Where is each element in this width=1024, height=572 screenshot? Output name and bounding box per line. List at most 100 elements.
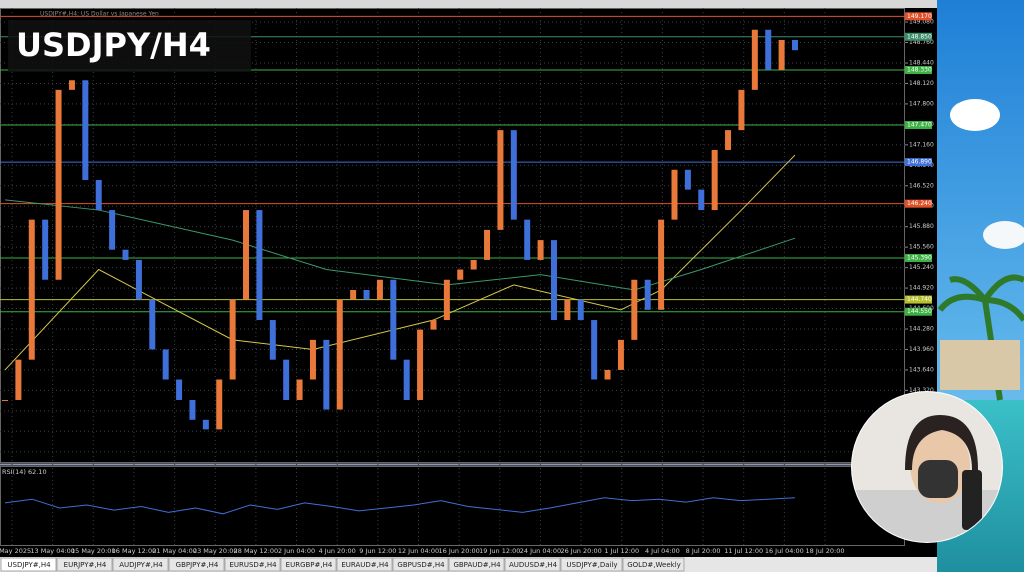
candle — [296, 379, 303, 400]
overlay-title: USDJPY/H4 — [16, 26, 211, 64]
tab[interactable] — [56, 557, 113, 572]
tab-label[interactable]: EURUSD#,H4 — [229, 561, 277, 569]
tab[interactable] — [0, 557, 57, 572]
candle — [711, 149, 718, 211]
tab-label[interactable]: GBPJPY#,H4 — [176, 561, 219, 569]
tab[interactable] — [280, 557, 337, 572]
tab[interactable] — [112, 557, 169, 572]
webcam-mask — [918, 460, 958, 498]
x-tick-label: 28 May 12:00 — [234, 547, 279, 555]
level-label: 146.240 — [907, 200, 932, 207]
x-tick-label: 21 May 04:00 — [152, 547, 197, 555]
x-tick-label: 12 Jun 04:00 — [398, 547, 439, 555]
candle — [537, 240, 544, 260]
tab[interactable] — [168, 557, 225, 572]
tab[interactable] — [622, 557, 685, 572]
candle — [644, 279, 651, 310]
candle — [550, 240, 557, 321]
tab-label[interactable]: EURAUD#,H4 — [341, 561, 389, 569]
toolbar[interactable] — [0, 0, 937, 8]
level-tag — [905, 295, 932, 304]
level-tag — [905, 12, 932, 21]
candle — [189, 399, 196, 420]
tab[interactable] — [560, 557, 623, 572]
y-tick-label: 147.160 — [909, 141, 934, 148]
tab-label[interactable]: EURGBP#,H4 — [286, 561, 333, 569]
tab[interactable] — [448, 557, 505, 572]
candle — [417, 329, 424, 400]
y-tick-label: 144.920 — [909, 285, 934, 292]
tab-label[interactable]: USDJPY#,Daily — [566, 561, 617, 569]
indicator-label: RSI(14) 62.10 — [2, 468, 47, 476]
candle — [309, 339, 316, 380]
candle — [617, 339, 624, 370]
tab-label[interactable]: EURJPY#,H4 — [64, 561, 107, 569]
x-tick-label: 11 Jul 12:00 — [724, 547, 763, 555]
level-label: 146.890 — [907, 159, 932, 166]
level-label: 147.470 — [907, 122, 932, 129]
x-tick-label: 18 Jul 20:00 — [806, 547, 845, 555]
y-tick-label: 147.800 — [909, 100, 934, 107]
candle — [216, 379, 223, 430]
candle — [778, 39, 785, 71]
level-label: 149.170 — [907, 13, 932, 20]
candle — [604, 369, 611, 380]
tab-label[interactable]: USDJPY#,H4 — [7, 561, 51, 569]
x-tick-label: 4 Jul 04:00 — [645, 547, 680, 555]
candle — [176, 379, 183, 400]
level-tag — [905, 121, 932, 130]
candle — [55, 89, 62, 280]
candle — [376, 279, 383, 300]
candle — [283, 359, 290, 400]
candle — [135, 259, 142, 300]
x-tick-label: 13 May 04:00 — [30, 547, 75, 555]
y-tick-label: 145.560 — [909, 244, 934, 251]
candle — [109, 210, 116, 250]
candle — [202, 419, 209, 430]
level-tag — [905, 307, 932, 316]
x-tick-label: 2 Jun 04:00 — [278, 547, 315, 555]
tab-label[interactable]: GBPUSD#,H4 — [397, 561, 445, 569]
tab[interactable] — [224, 557, 281, 572]
candle — [658, 219, 665, 310]
tab[interactable] — [504, 557, 561, 572]
x-tick-label: 9 Jun 12:00 — [359, 547, 396, 555]
tab-label[interactable]: GBPAUD#,H4 — [453, 561, 501, 569]
candle — [390, 279, 397, 360]
x-tick-label: 19 Jun 12:00 — [479, 547, 520, 555]
x-tick-label: 4 Jun 20:00 — [319, 547, 356, 555]
candle — [68, 80, 75, 90]
candle — [149, 299, 156, 350]
candle — [671, 169, 678, 220]
candle — [484, 229, 491, 260]
x-tick-label: 16 Jul 04:00 — [765, 547, 804, 555]
candle — [2, 399, 8, 401]
tab[interactable] — [392, 557, 449, 572]
y-tick-label: 146.520 — [909, 182, 934, 189]
y-tick-label: 143.640 — [909, 366, 934, 373]
candle — [229, 299, 236, 380]
y-tick-label: 148.760 — [909, 39, 934, 46]
candle — [524, 219, 531, 260]
tab-label[interactable]: GOLD#,Weekly — [627, 561, 681, 569]
main-panel — [0, 8, 905, 463]
y-tick-label: 149.080 — [909, 19, 934, 26]
x-tick-label: 1 Jul 12:00 — [604, 547, 639, 555]
candle — [430, 320, 437, 330]
candle — [162, 349, 169, 380]
level-tag — [905, 158, 932, 167]
tab[interactable] — [336, 557, 393, 572]
tab-label[interactable]: AUDUSD#,H4 — [509, 561, 558, 569]
candle — [510, 130, 517, 220]
tab-label[interactable]: AUDJPY#,H4 — [119, 561, 163, 569]
candle — [42, 219, 49, 280]
candle — [269, 320, 276, 360]
candle — [564, 299, 571, 321]
x-tick-label: 26 Jun 20:00 — [560, 547, 601, 555]
level-tag — [905, 199, 932, 208]
candle — [765, 29, 772, 71]
candle — [457, 269, 464, 280]
candle — [698, 189, 705, 211]
level-tag — [905, 32, 932, 41]
